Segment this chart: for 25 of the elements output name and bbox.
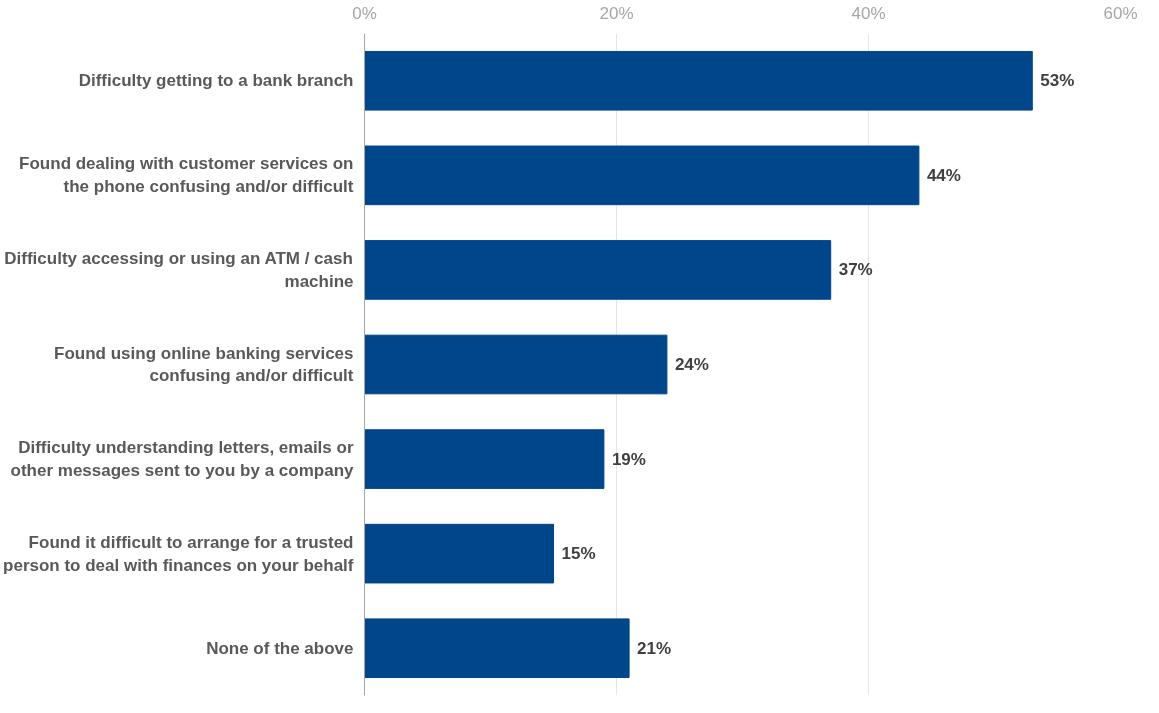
x-tick-label: 20% [599,3,634,23]
y-tick-label: Found using online banking services confusing and/or difficult [54,343,354,386]
data-label: 24% [674,355,709,374]
data-label: 21% [637,638,672,658]
bar [364,618,630,679]
y-tick-label: Found it difficult to arrange for a trusted person to deal with finances on your behalf [3,532,354,575]
y-tick-label: Difficulty understanding letters, emails or other messages sent to you by a company [10,438,355,480]
y-tick-label: Difficulty accessing or using an ATM / cash machine [4,249,354,291]
bar [364,429,605,489]
data-label: 44% [926,165,961,185]
bar [364,145,920,206]
y-tick-label: None of the above [206,638,354,658]
bar [364,50,1033,111]
data-label: 37% [838,260,873,280]
data-label: 15% [561,544,596,564]
data-label: 53% [1040,71,1075,91]
x-tick-label: 0% [352,3,377,23]
bar [364,334,668,395]
bar [364,523,554,584]
y-tick-label: Difficulty getting to a bank branch [78,71,354,91]
bar [364,240,832,300]
x-tick-label: 40% [851,3,886,23]
x-tick-label: 60% [1103,3,1138,23]
y-tick-label: Found dealing with customer services on the phone confusing and/or difficult [19,154,354,197]
data-label: 19% [611,449,646,469]
